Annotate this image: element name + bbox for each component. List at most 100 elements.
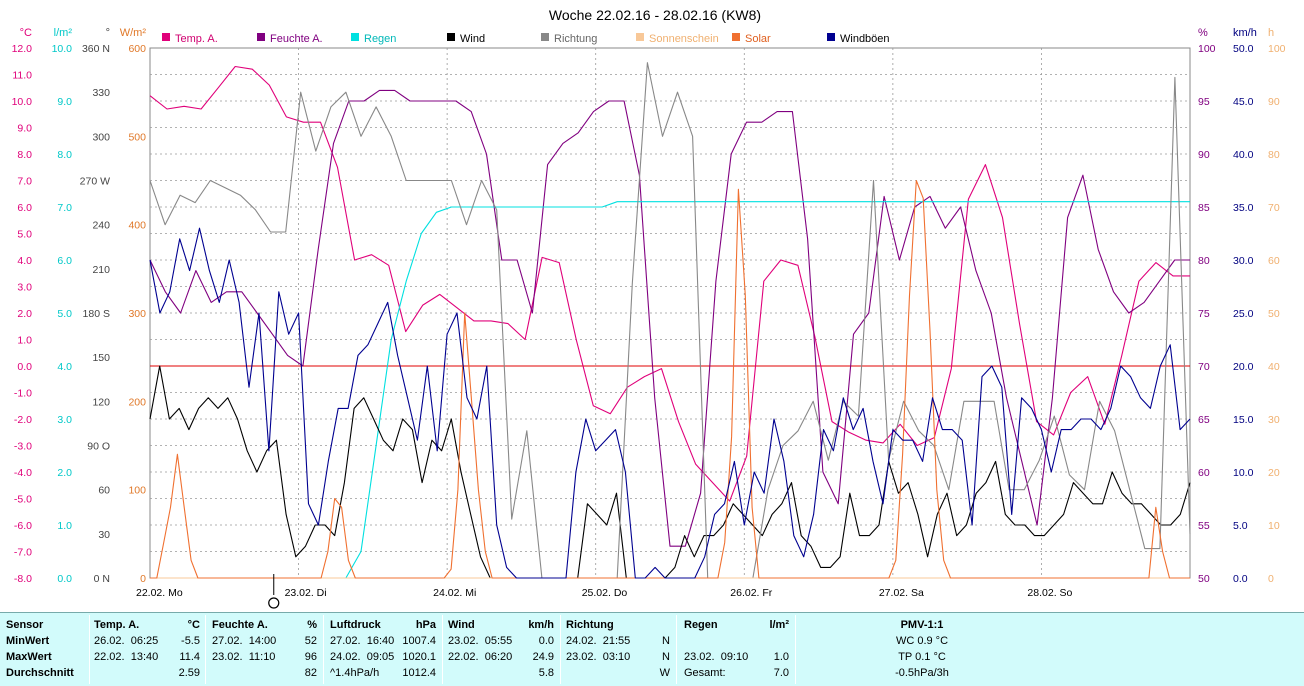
legend-swatch <box>732 33 740 41</box>
stats-regen-header: Regen <box>684 619 718 631</box>
rain-tick-label: 8.0 <box>57 149 72 161</box>
stats-regen-column: Regen l/m² 23.02. 09:10 1.0 Gesamt: 7.0 <box>684 617 789 683</box>
stats-date: 23.02. 09:10 <box>684 651 749 663</box>
legend-swatch <box>351 33 359 41</box>
stats-value: 82 <box>304 667 317 679</box>
stats-temp-column: Temp. A. °C 26.02. 06:25 -5.5 22.02. 13:40… <box>94 617 200 683</box>
stats-pmv-header: PMV-1:1 <box>900 619 944 631</box>
stats-value: N <box>662 651 670 663</box>
solar-tick-label: 500 <box>128 131 146 143</box>
stats-date: 24.02. <box>330 651 361 663</box>
stats-value: 52 <box>304 635 317 647</box>
stats-time: 21:55 <box>602 635 631 647</box>
solar-tick-label: 200 <box>128 396 146 408</box>
solar-tick-label: 0 <box>140 573 146 585</box>
series-regen <box>150 201 1190 579</box>
divider <box>89 615 90 684</box>
temp-axis-unit: °C <box>20 27 32 39</box>
stats-value: 1012.4 <box>402 667 436 679</box>
humidity-axis-unit: % <box>1198 27 1208 39</box>
stats-pmv-value: -0.5hPa/3h <box>895 667 949 679</box>
wind-tick-label: 20.0 <box>1233 361 1254 373</box>
temp-tick-label: -2.0 <box>14 414 32 426</box>
direction-tick-label: 300 <box>92 131 110 143</box>
stats-regen-unit: l/m² <box>769 619 789 631</box>
rain-tick-label: 9.0 <box>57 96 72 108</box>
stats-time: 16:40 <box>366 635 395 647</box>
sunshine-tick-label: 60 <box>1268 255 1280 267</box>
chart-grid <box>149 47 1191 579</box>
solar-tick-label: 400 <box>128 220 146 232</box>
temp-tick-label: 5.0 <box>17 229 32 241</box>
temp-tick-label: -5.0 <box>14 494 32 506</box>
temp-tick-label: -6.0 <box>14 520 32 532</box>
temp-tick-label: -7.0 <box>14 547 32 559</box>
temp-tick-label: 7.0 <box>17 176 32 188</box>
legend-swatch <box>257 33 265 41</box>
wind-tick-label: 35.0 <box>1233 202 1254 214</box>
stats-date: 23.02. <box>448 635 479 647</box>
stats-row-label: Durchschnitt <box>6 667 74 679</box>
temp-tick-label: 0.0 <box>17 361 32 373</box>
divider <box>676 615 677 684</box>
stats-value: 1020.1 <box>402 651 436 663</box>
sunshine-tick-label: 100 <box>1268 43 1286 55</box>
series-solar <box>150 179 1190 579</box>
divider <box>560 615 561 684</box>
x-tick-label: 24.02. Mi <box>433 587 476 599</box>
wind-tick-label: 15.0 <box>1233 414 1254 426</box>
stats-sensor-header: Sensor <box>6 619 44 631</box>
wind-tick-label: 30.0 <box>1233 255 1254 267</box>
rain-tick-label: 2.0 <box>57 467 72 479</box>
sunshine-tick-label: 0 <box>1268 573 1274 585</box>
stats-date: 23.02. <box>212 651 243 663</box>
sunshine-tick-label: 90 <box>1268 96 1280 108</box>
wind-tick-label: 0.0 <box>1233 573 1248 585</box>
stats-row-label: MinWert <box>6 635 50 647</box>
stats-time: 06:20 <box>484 651 513 663</box>
rain-tick-label: 10.0 <box>52 43 73 55</box>
sunshine-tick-label: 80 <box>1268 149 1280 161</box>
stats-date: 26.02. <box>94 635 125 647</box>
sunshine-tick-label: 40 <box>1268 361 1280 373</box>
temp-tick-label: 6.0 <box>17 202 32 214</box>
wind-tick-label: 5.0 <box>1233 520 1248 532</box>
series-wind <box>149 365 1191 579</box>
humidity-tick-label: 50 <box>1198 573 1210 585</box>
humidity-tick-label: 100 <box>1198 43 1216 55</box>
stats-value: 2.59 <box>178 667 200 679</box>
stats-value: 1007.4 <box>402 635 436 647</box>
rain-tick-label: 5.0 <box>57 308 72 320</box>
legend-swatch <box>827 33 835 41</box>
stats-date: 24.02. <box>566 635 597 647</box>
stats-value: 24.9 <box>532 651 554 663</box>
stats-pmv-value: TP 0.1 °C <box>898 651 946 663</box>
chart-legend: Temp. A. Feuchte A. Regen Wind Richtung Sonne… <box>162 33 890 45</box>
rain-axis-unit: l/m² <box>54 27 73 39</box>
stats-luftdruck-column: Luftdruck hPa 27.02. 16:40 1007.4 24.02. 0… <box>330 617 436 683</box>
temp-tick-label: -4.0 <box>14 467 32 479</box>
rain-tick-label: 1.0 <box>57 520 72 532</box>
stats-feuchte-column: Feuchte A.% 27.02. 14:00 52 23.02. 11:10 9… <box>212 617 317 683</box>
stats-time: 11:10 <box>248 651 276 663</box>
wind-axis-unit: km/h <box>1233 27 1257 39</box>
direction-tick-label: 120 <box>92 396 110 408</box>
temp-tick-label: 3.0 <box>17 282 32 294</box>
wind-tick-label: 45.0 <box>1233 96 1254 108</box>
stats-wind-unit: km/h <box>528 619 554 631</box>
legend-label: Sonnenschein <box>649 33 719 45</box>
direction-tick-label: 360 N <box>82 43 110 55</box>
chart-series <box>149 62 1191 579</box>
divider <box>323 615 324 684</box>
rain-tick-label: 4.0 <box>57 361 72 373</box>
x-tick-label: 27.02. Sa <box>879 587 924 599</box>
temp-tick-label: 12.0 <box>12 43 33 55</box>
direction-tick-label: 90 O <box>87 441 110 453</box>
solar-tick-label: 600 <box>128 43 146 55</box>
temp-tick-label: 1.0 <box>17 335 32 347</box>
humidity-tick-label: 90 <box>1198 149 1210 161</box>
stats-value: -5.5 <box>181 635 200 647</box>
stats-total-label: Gesamt: <box>684 667 726 679</box>
chart-axes: °C 12.0 11.0 10.0 9.0 8.0 7.0 6.0 5.0 4.0 3.0 2.0 1.… <box>12 27 1286 585</box>
series-temp-a- <box>149 65 1190 502</box>
